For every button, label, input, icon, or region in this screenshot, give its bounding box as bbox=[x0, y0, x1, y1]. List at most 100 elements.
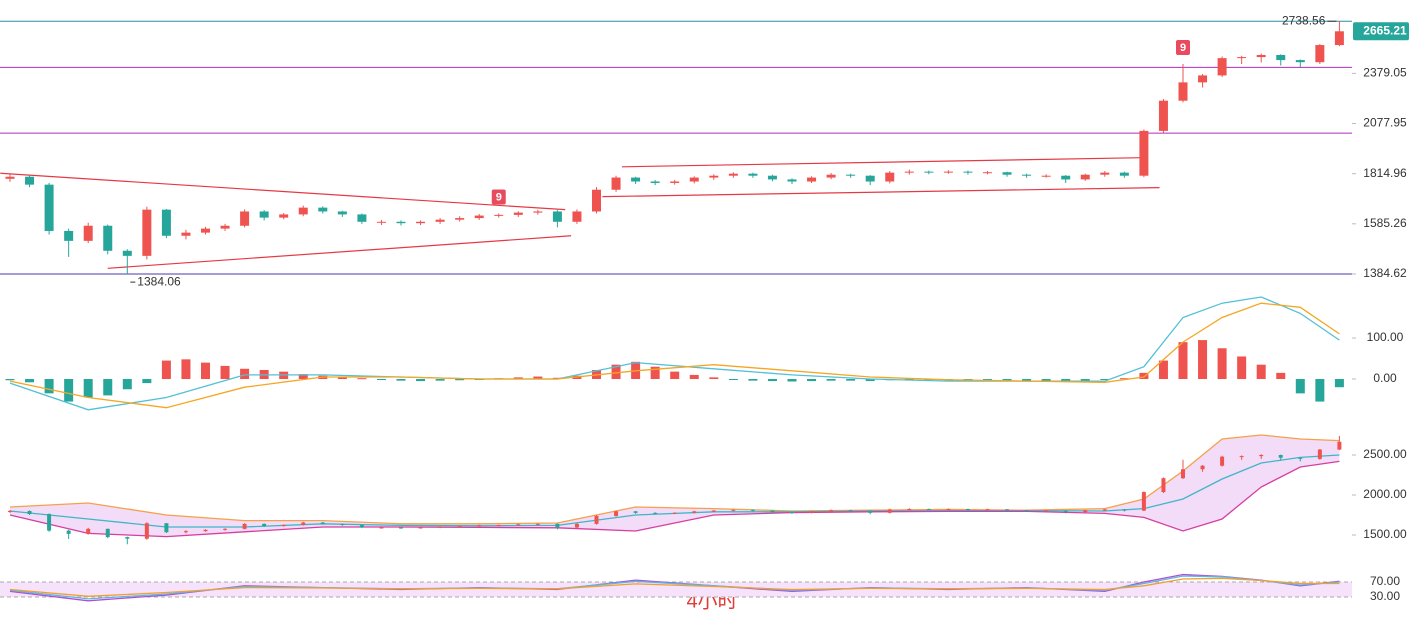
y-tick-label: 70.00 bbox=[1370, 574, 1400, 588]
macd-bar bbox=[376, 379, 386, 381]
candle-body bbox=[5, 176, 15, 179]
candle-body bbox=[1256, 55, 1266, 58]
candle-body bbox=[1315, 45, 1325, 63]
candle-body bbox=[1298, 457, 1303, 459]
candle-body bbox=[1044, 510, 1049, 512]
candle-body bbox=[594, 515, 599, 524]
macd-bar bbox=[5, 379, 15, 381]
rsi-line bbox=[9, 577, 1340, 597]
candle-body bbox=[692, 511, 697, 513]
macd-bar bbox=[25, 379, 35, 383]
candle-body bbox=[924, 171, 934, 173]
candle-body bbox=[164, 523, 169, 533]
candle-body bbox=[399, 527, 403, 529]
td-marker-label: 9 bbox=[496, 191, 502, 203]
candle-body bbox=[220, 225, 230, 229]
y-tick-label: 100.00 bbox=[1367, 330, 1404, 344]
macd-bar bbox=[357, 378, 367, 380]
macd-bar bbox=[220, 365, 230, 380]
candle-body bbox=[689, 177, 699, 182]
candle-body bbox=[1005, 509, 1010, 511]
candle-body bbox=[83, 225, 93, 241]
candle-body bbox=[887, 509, 892, 513]
macd-bar bbox=[1276, 372, 1286, 380]
candle-body bbox=[1061, 175, 1071, 180]
candle-body bbox=[1022, 174, 1032, 176]
candle-body bbox=[259, 211, 269, 218]
candle-body bbox=[416, 221, 426, 224]
candle-body bbox=[66, 530, 71, 534]
macd-bar bbox=[670, 371, 680, 380]
candle-body bbox=[262, 523, 267, 527]
macd-bar bbox=[1022, 379, 1032, 382]
candle-body bbox=[767, 175, 777, 180]
candle-body bbox=[144, 523, 149, 539]
candle-body bbox=[1122, 509, 1127, 511]
macd-bar bbox=[846, 379, 856, 381]
candle-body bbox=[47, 514, 52, 531]
candle-body bbox=[340, 523, 345, 525]
macd-bar bbox=[1315, 379, 1325, 402]
candle-body bbox=[105, 528, 110, 538]
candle-body bbox=[337, 211, 347, 215]
candle-body bbox=[572, 211, 582, 222]
y-tick-label: 30.00 bbox=[1370, 589, 1400, 603]
candle-body bbox=[1278, 455, 1283, 458]
candle-body bbox=[1198, 75, 1208, 83]
candle-body bbox=[963, 171, 973, 173]
candle-body bbox=[279, 214, 289, 218]
candle-body bbox=[379, 527, 384, 529]
candle-body bbox=[418, 527, 423, 529]
candle-body bbox=[826, 174, 836, 178]
macd-bar bbox=[1100, 379, 1110, 381]
candle-body bbox=[770, 510, 775, 513]
macd-bar bbox=[1256, 364, 1266, 380]
macd-bar bbox=[1237, 356, 1247, 380]
candle-body bbox=[829, 510, 834, 512]
candle-body bbox=[885, 172, 895, 182]
candle-body bbox=[357, 214, 367, 222]
macd-bar bbox=[767, 379, 777, 382]
candle-body bbox=[1259, 455, 1264, 457]
macd-bar bbox=[298, 374, 308, 380]
macd-bar bbox=[201, 362, 210, 380]
trend-line bbox=[621, 157, 1142, 168]
candle-body bbox=[946, 509, 951, 510]
candle-body bbox=[396, 221, 406, 224]
macd-bar bbox=[396, 379, 406, 381]
candle-body bbox=[1217, 58, 1227, 76]
candle-body bbox=[477, 525, 482, 527]
candle-body bbox=[455, 218, 465, 220]
macd-bar bbox=[64, 379, 74, 402]
candle-body bbox=[1337, 441, 1342, 450]
candle-body bbox=[298, 207, 308, 215]
candle-body bbox=[203, 529, 208, 532]
macd-bar bbox=[709, 377, 719, 380]
candle-body bbox=[1158, 100, 1168, 131]
candle-body bbox=[359, 524, 364, 528]
macd-line bbox=[9, 296, 1340, 411]
candle-body bbox=[1080, 174, 1090, 180]
candle-body bbox=[474, 215, 484, 219]
candle-body bbox=[376, 221, 386, 223]
candle-body bbox=[1161, 478, 1166, 493]
candle-body bbox=[1083, 510, 1088, 513]
candle-body bbox=[181, 232, 191, 236]
candle-body bbox=[983, 172, 992, 174]
candle-body bbox=[301, 522, 306, 525]
macd-bar bbox=[748, 379, 758, 381]
trend-line bbox=[0, 172, 566, 211]
candle-body bbox=[103, 225, 113, 251]
candle-body bbox=[1178, 82, 1188, 101]
last-price-box bbox=[1353, 22, 1409, 41]
candle-body bbox=[142, 209, 152, 256]
macd-bar bbox=[1041, 379, 1051, 382]
macd-bar bbox=[83, 379, 93, 398]
candle-body bbox=[25, 176, 35, 185]
macd-bar bbox=[455, 379, 465, 381]
y-tick-label: 2000.00 bbox=[1363, 487, 1407, 501]
macd-bar bbox=[122, 379, 132, 390]
macd-bar bbox=[826, 379, 836, 381]
candle-body bbox=[125, 537, 130, 539]
